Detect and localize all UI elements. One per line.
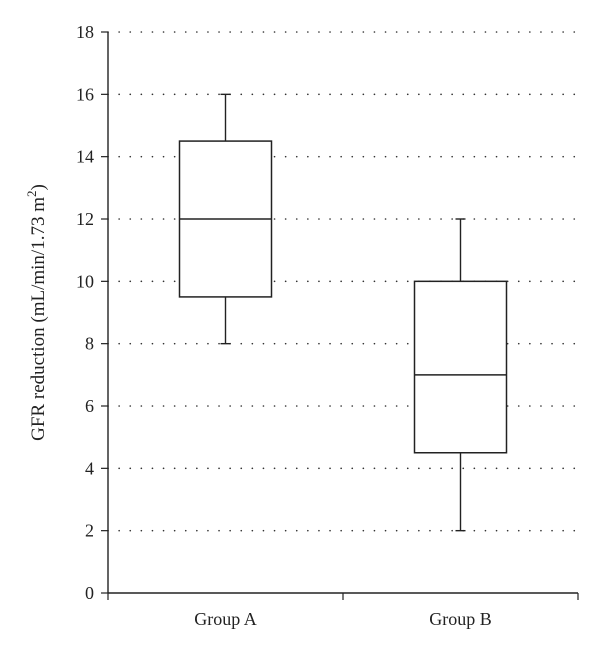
y-tick-label: 16 [76, 84, 94, 104]
y-axis-ticks: 0 2 4 6 8 10 12 14 16 18 [76, 22, 108, 603]
y-tick-label: 14 [76, 147, 94, 167]
y-tick-label: 4 [85, 458, 94, 478]
boxes [178, 93, 508, 532]
y-tick-label: 10 [76, 271, 94, 291]
y-axis-title-superscript: 2 [24, 191, 39, 198]
y-tick-label: 6 [85, 396, 94, 416]
y-axis-title-main: GFR reduction (mL/min/1.73 m [28, 197, 49, 441]
y-tick-label: 18 [76, 22, 94, 42]
y-tick-label: 8 [85, 334, 94, 354]
y-tick-label: 2 [85, 521, 94, 541]
x-axis-ticks: Group A Group B [107, 593, 579, 629]
x-category-label: Group B [429, 609, 492, 629]
axes [107, 32, 578, 594]
iqr-box [413, 280, 508, 454]
box-1 [178, 93, 273, 345]
y-axis-title-suffix: ) [28, 184, 49, 190]
x-category-label: Group A [194, 609, 257, 629]
y-tick-label: 0 [85, 583, 94, 603]
box-2 [413, 218, 508, 532]
y-axis-title: GFR reduction (mL/min/1.73 m2) [24, 184, 49, 441]
y-tick-label: 12 [76, 209, 94, 229]
grid-lines [107, 31, 579, 532]
